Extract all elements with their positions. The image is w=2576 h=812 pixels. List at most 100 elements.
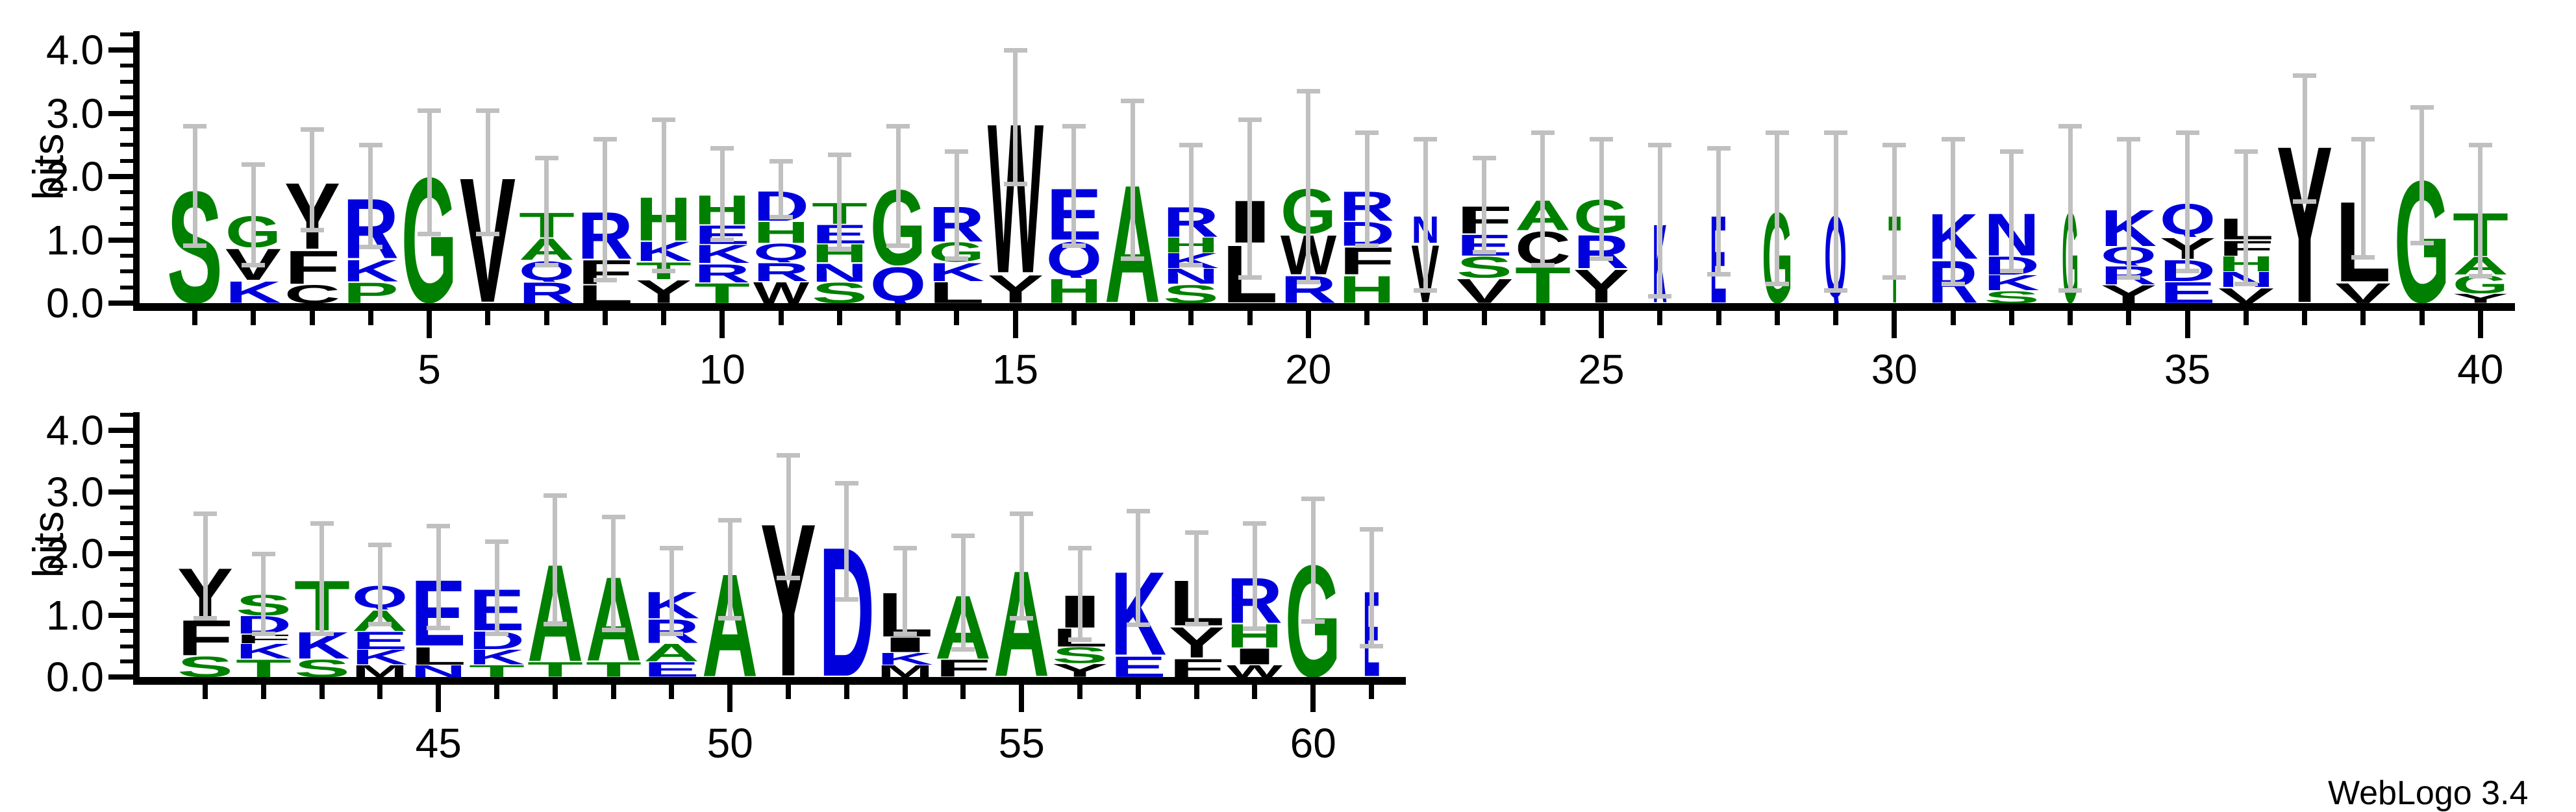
y-minor-tick (120, 222, 133, 227)
error-bar (1252, 523, 1257, 629)
error-bar (1019, 513, 1024, 619)
svg-text:N: N (1163, 268, 1219, 284)
x-tick (544, 311, 549, 325)
svg-text:E: E (352, 631, 408, 650)
svg-text:F: F (1339, 246, 1395, 275)
error-bar (1364, 132, 1369, 247)
y-minor-tick (120, 474, 133, 479)
error-bar (2351, 136, 2375, 141)
error-bar (2175, 269, 2199, 274)
error-bar (1301, 619, 1325, 624)
y-tick-label: 2.0 (46, 153, 104, 200)
svg-text:N: N (812, 263, 868, 282)
svg-text:V: V (2218, 288, 2274, 303)
x-tick (1012, 311, 1018, 338)
error-bar (951, 533, 975, 538)
logo-letter-V-23: V (1456, 278, 1513, 303)
x-tick (203, 685, 208, 699)
logo-letter-W-59: W (1226, 665, 1283, 677)
x-tick (844, 685, 849, 699)
error-bar (1003, 181, 1027, 186)
logo-letter-F-54: F (934, 659, 992, 677)
x-tick-label: 60 (1290, 720, 1336, 767)
x-tick (669, 685, 675, 699)
y-tick (108, 110, 133, 116)
error-bar (1077, 547, 1082, 640)
error-bar (242, 162, 266, 167)
error-bar (1126, 622, 1150, 628)
error-bar (2244, 151, 2249, 284)
svg-text:R: R (518, 282, 574, 303)
svg-text:S: S (1456, 256, 1512, 278)
svg-text:T: T (527, 661, 583, 677)
error-bar (476, 108, 500, 113)
svg-text:T: T (585, 661, 641, 677)
logo-letter-R-11: R (753, 262, 810, 281)
error-bar (310, 129, 314, 230)
error-bar (1306, 91, 1311, 282)
svg-text:F: F (935, 659, 991, 677)
svg-text:Q: Q (870, 265, 926, 304)
svg-text:P: P (343, 282, 399, 303)
logo-letter-E-35: E (2159, 281, 2216, 303)
x-tick-label: 25 (1578, 346, 1625, 393)
error-bar (2360, 138, 2366, 258)
error-bar (1951, 138, 1955, 284)
logo-letter-S-56: S (1051, 646, 1108, 663)
svg-text:K: K (343, 259, 399, 282)
error-bar (1414, 288, 1438, 293)
error-bar (769, 215, 793, 220)
x-tick (377, 685, 383, 699)
logo-letter-W-11: W (753, 281, 810, 303)
logo-letter-K-53: K (877, 652, 934, 665)
error-bar (310, 521, 334, 526)
error-bar (1716, 148, 1721, 275)
error-bar (1296, 279, 1320, 284)
error-bar (1657, 145, 1662, 297)
y-axis (133, 31, 140, 311)
error-bar (2009, 151, 2014, 272)
error-bar (1184, 530, 1208, 535)
error-bar (553, 495, 558, 625)
x-tick (1252, 685, 1258, 699)
x-tick (251, 311, 256, 325)
error-bar (593, 136, 617, 141)
y-tick (108, 489, 133, 495)
error-bar (368, 542, 392, 547)
logo-letter-T-24: T (1514, 265, 1571, 304)
x-tick (494, 685, 499, 699)
x-axis (133, 303, 2515, 311)
x-tick-label: 15 (992, 346, 1039, 393)
error-bar (534, 262, 558, 267)
error-bar (719, 148, 725, 241)
y-minor-tick (120, 505, 133, 510)
y-tick-label: 1.0 (46, 216, 104, 264)
x-tick (427, 311, 432, 338)
svg-text:E: E (1110, 656, 1166, 677)
error-bar (2293, 199, 2316, 204)
y-minor-tick (120, 521, 133, 525)
error-bar (1062, 243, 1086, 249)
error-bar (1882, 143, 1907, 148)
x-tick (786, 685, 791, 699)
error-bar (1775, 132, 1780, 284)
y-tick (108, 551, 133, 556)
x-tick (2068, 311, 2073, 325)
y-minor-tick (120, 253, 133, 258)
logo-letter-E-44: E (351, 631, 408, 650)
error-bar (2185, 132, 2190, 272)
error-bar (1892, 145, 1897, 278)
svg-text:T: T (1515, 265, 1571, 304)
y-minor-tick (120, 582, 133, 587)
svg-text:L: L (577, 284, 633, 303)
error-bar (203, 513, 208, 619)
x-tick (1135, 685, 1141, 699)
svg-text:Y: Y (987, 274, 1043, 303)
y-minor-tick (120, 143, 133, 147)
svg-text:T: T (469, 665, 525, 677)
x-tick (1369, 685, 1374, 699)
error-bar (652, 269, 675, 274)
y-minor-tick (120, 598, 133, 602)
error-bar (2058, 124, 2082, 129)
error-bar (1824, 130, 1847, 135)
